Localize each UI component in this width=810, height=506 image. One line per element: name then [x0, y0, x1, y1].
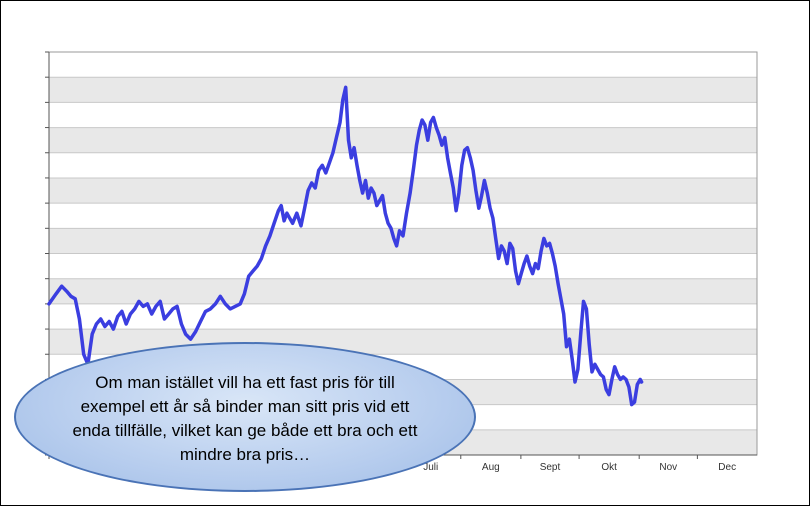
series-line: [47, 85, 644, 407]
x-tick-label: Dec: [718, 462, 736, 473]
grid-band: [49, 127, 757, 153]
callout-text: Om man istället vill ha ett fast pris fö…: [72, 373, 418, 464]
grid-band: [49, 102, 757, 128]
grid-band: [49, 77, 757, 103]
grid-band: [49, 52, 757, 78]
x-tick-label: Okt: [601, 462, 617, 473]
x-tick-label: Nov: [659, 462, 677, 473]
grid-band: [49, 253, 757, 279]
grid-band: [49, 152, 757, 178]
x-tick-label: Sept: [540, 462, 561, 473]
x-tick-label: Aug: [482, 462, 500, 473]
grid-band: [49, 278, 757, 304]
callout-bubble: Om man istället vill ha ett fast pris fö…: [14, 342, 476, 492]
grid-band: [49, 203, 757, 229]
grid-band: [49, 177, 757, 204]
x-tick-label: Juli: [423, 462, 438, 473]
